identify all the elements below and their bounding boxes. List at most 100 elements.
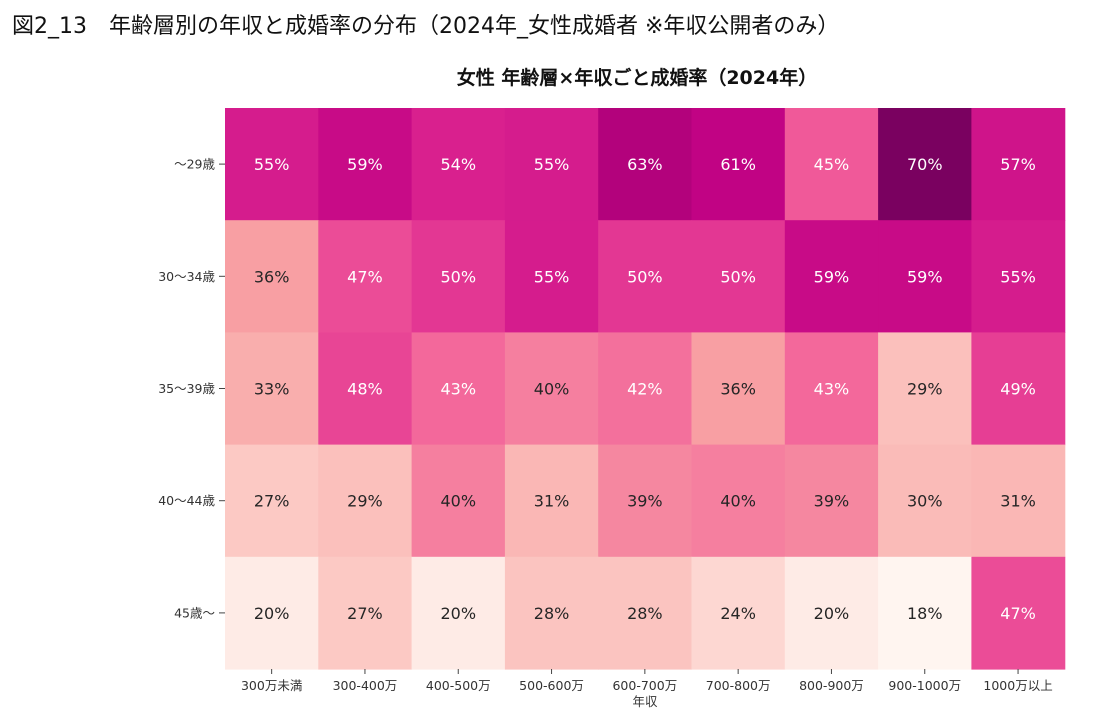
heatmap-cell <box>784 556 879 670</box>
heatmap-cell <box>784 332 879 446</box>
heatmap-cell <box>691 332 786 446</box>
heatmap-cell <box>598 444 693 558</box>
heatmap-cell <box>971 220 1066 333</box>
cell-value-label: 45% <box>814 155 850 174</box>
heatmap-cell <box>598 332 693 446</box>
heatmap-cell <box>878 108 972 221</box>
cell-value-label: 31% <box>534 492 570 511</box>
cell-value-label: 28% <box>627 604 663 623</box>
heatmap-cell <box>318 220 413 333</box>
heatmap-cell <box>971 332 1066 446</box>
cell-value-label: 40% <box>720 492 756 511</box>
cell-value-label: 55% <box>534 267 570 286</box>
cell-value-label: 63% <box>627 155 663 174</box>
heatmap-cell <box>784 108 879 221</box>
y-tick-label: 45歳～ <box>174 605 215 620</box>
cell-value-label: 57% <box>1000 155 1036 174</box>
cell-value-label: 55% <box>254 155 290 174</box>
heatmap-cell <box>878 556 972 670</box>
heatmap-cell <box>971 444 1066 558</box>
cell-value-label: 59% <box>347 155 383 174</box>
cell-value-label: 70% <box>907 155 943 174</box>
cell-value-label: 20% <box>254 604 290 623</box>
x-tick-label: 500-600万 <box>519 678 584 693</box>
cell-value-label: 47% <box>347 267 383 286</box>
heatmap-cell <box>971 556 1066 670</box>
cell-value-label: 40% <box>440 492 476 511</box>
cell-value-label: 55% <box>534 155 570 174</box>
heatmap-cell <box>878 332 972 446</box>
heatmap-cell <box>225 444 319 558</box>
x-tick-label: 300万未満 <box>241 678 302 693</box>
heatmap-cell <box>971 108 1066 221</box>
heatmap-cell <box>504 556 599 670</box>
heatmap-cell <box>225 220 319 333</box>
cell-value-label: 48% <box>347 380 383 399</box>
cell-value-label: 47% <box>1000 604 1036 623</box>
heatmap-cell <box>598 108 693 221</box>
heatmap-cell <box>878 444 972 558</box>
x-tick-label: 400-500万 <box>426 678 491 693</box>
heatmap-cell <box>691 444 786 558</box>
heatmap-cell <box>225 108 319 221</box>
x-tick-label: 800-900万 <box>799 678 864 693</box>
cell-value-label: 33% <box>254 380 290 399</box>
heatmap-cell <box>318 444 413 558</box>
y-tick-label: 40～44歳 <box>158 493 215 508</box>
heatmap-cell <box>691 220 786 333</box>
cell-value-label: 24% <box>720 604 756 623</box>
cell-value-label: 54% <box>440 155 476 174</box>
heatmap-cell <box>504 108 599 221</box>
y-tick-label: ～29歳 <box>174 157 215 172</box>
cell-value-label: 59% <box>907 267 943 286</box>
x-tick-label: 900-1000万 <box>888 678 961 693</box>
heatmap-cell <box>504 332 599 446</box>
heatmap-cell <box>878 220 972 333</box>
cell-value-label: 20% <box>440 604 476 623</box>
figure-caption: 図2_13 年齢層別の年収と成婚率の分布（2024年_女性成婚者 ※年収公開者の… <box>12 14 840 39</box>
cell-value-label: 36% <box>720 380 756 399</box>
heatmap-cell <box>504 444 599 558</box>
heatmap-cell <box>598 556 693 670</box>
heatmap-cell <box>318 332 413 446</box>
heatmap-cell <box>411 220 506 333</box>
cell-value-label: 36% <box>254 267 290 286</box>
cell-value-label: 55% <box>1000 267 1036 286</box>
cell-value-label: 59% <box>814 267 850 286</box>
cell-value-label: 50% <box>720 267 756 286</box>
cell-value-label: 49% <box>1000 380 1036 399</box>
chart-title: 女性 年齢層×年収ごと成婚率（2024年） <box>457 66 817 89</box>
cell-value-label: 42% <box>627 380 663 399</box>
heatmap-cell <box>411 332 506 446</box>
cell-value-label: 29% <box>347 492 383 511</box>
heatmap-cell <box>411 108 506 221</box>
heatmap-cell <box>225 556 319 670</box>
cell-value-label: 27% <box>254 492 290 511</box>
x-axis-label: 年収 <box>632 694 658 709</box>
y-tick-label: 30～34歳 <box>158 269 215 284</box>
cell-value-label: 30% <box>907 492 943 511</box>
x-tick-label: 700-800万 <box>706 678 771 693</box>
cell-value-label: 18% <box>907 604 943 623</box>
heatmap-cell <box>598 220 693 333</box>
cell-value-label: 27% <box>347 604 383 623</box>
heatmap-cell <box>411 556 506 670</box>
cell-value-label: 50% <box>440 267 476 286</box>
heatmap-cell <box>784 444 879 558</box>
cell-value-label: 40% <box>534 380 570 399</box>
x-tick-label: 1000万以上 <box>983 678 1052 693</box>
heatmap-cell <box>504 220 599 333</box>
heatmap-cell <box>318 556 413 670</box>
cell-value-label: 39% <box>627 492 663 511</box>
cell-value-label: 31% <box>1000 492 1036 511</box>
heatmap-cell <box>691 108 786 221</box>
y-tick-label: 35～39歳 <box>158 381 215 396</box>
cell-value-label: 43% <box>814 380 850 399</box>
cell-value-label: 61% <box>720 155 756 174</box>
x-tick-label: 600-700万 <box>612 678 677 693</box>
heatmap-cell <box>318 108 413 221</box>
cell-value-label: 28% <box>534 604 570 623</box>
cell-value-label: 43% <box>440 380 476 399</box>
cell-value-label: 20% <box>814 604 850 623</box>
cell-value-label: 50% <box>627 267 663 286</box>
